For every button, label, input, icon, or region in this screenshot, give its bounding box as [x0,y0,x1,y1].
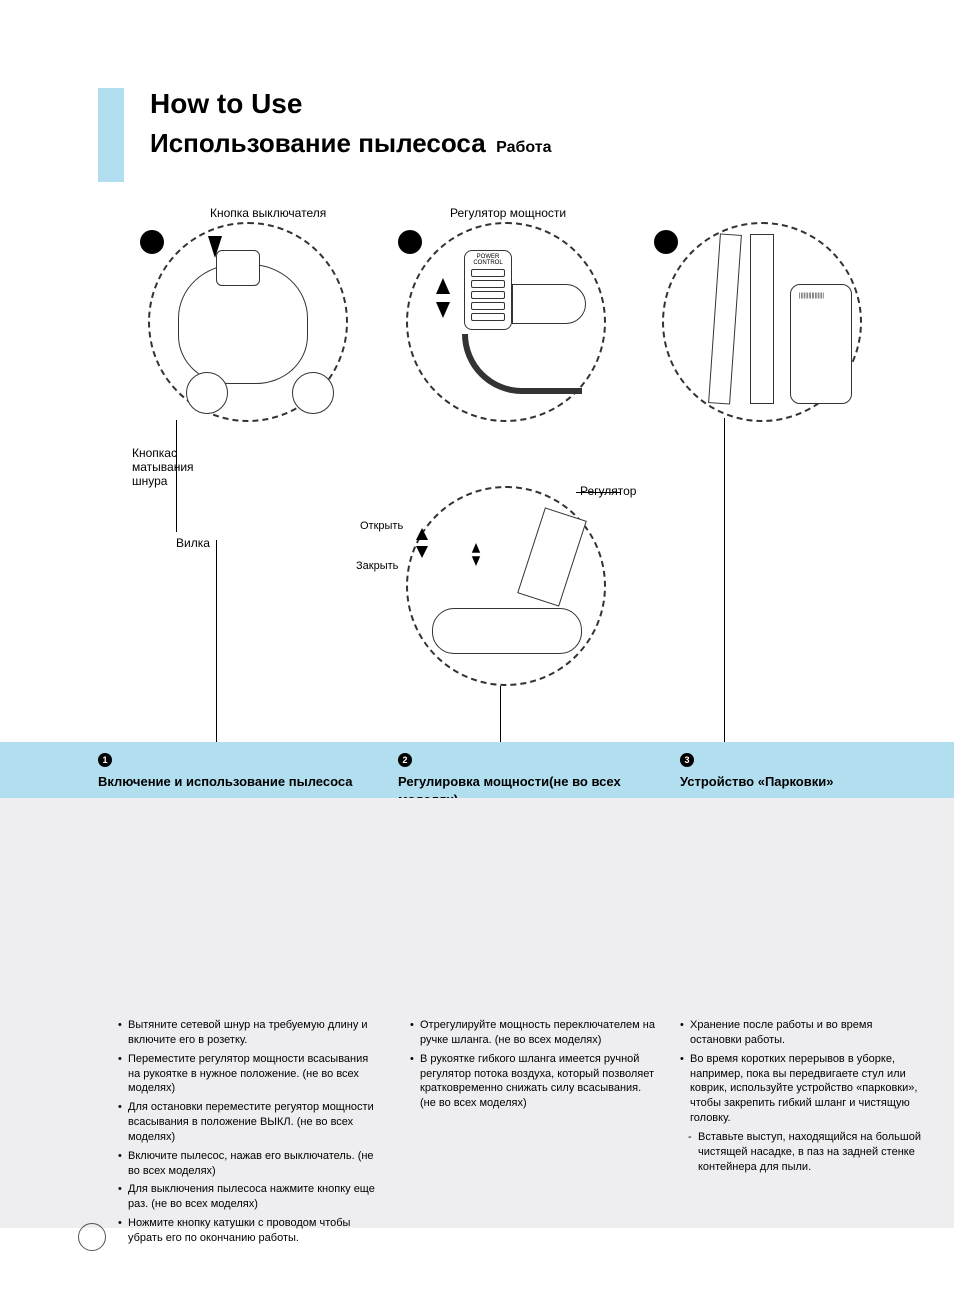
leader-line [176,420,177,532]
power-control-panel: POWER CONTROL [464,250,512,330]
label-power-control: Регулятор мощности [450,206,566,220]
vacuum-dustbin [216,250,260,286]
wand-tube [750,234,774,404]
marker-dot-2 [398,230,422,254]
nozzle-head [432,608,582,654]
title-sub: Работа [496,139,551,156]
list-item: В рукоятке гибкого шланга имеется ручной… [410,1052,660,1111]
bi-arrow-icon [472,543,480,566]
label-cord-rewind: Кнопкас матывания шнура [132,446,204,488]
power-bar [471,313,505,321]
label-plug: Вилка [176,536,210,550]
list-item: Отрегулируйте мощность переключателем на… [410,1018,660,1048]
handle-grip [512,284,586,324]
list-item: Хранение после работы и во время останов… [680,1018,926,1048]
list-item: Для выключения пылесоса нажмите кнопку е… [118,1182,380,1212]
list-item: Вытяните сетевой шнур на требуемую длину… [118,1018,380,1048]
body-col-2: Отрегулируйте мощность переключателем на… [410,1018,660,1115]
leader-line [500,686,501,742]
section-3: 3 Устройство «Парковки» [680,750,900,791]
open-close-arrow-icon [416,528,428,558]
vacuum-wheel [186,372,228,414]
body-col-3: Хранение после работы и во время останов… [680,1018,926,1178]
arrow-down-icon [208,236,222,258]
page-number-circle [78,1223,106,1251]
list-item: Ножмите кнопку катушки с проводом чтобы … [118,1216,380,1246]
list-item: Включите пылесос, нажав его выключатель.… [118,1149,380,1179]
marker-dot-3 [654,230,678,254]
body-col-1: Вытяните сетевой шнур на требуемую длину… [118,1018,380,1250]
marker-dot-1 [140,230,164,254]
leader-line [724,418,725,742]
diagram-vacuum-body [148,222,348,422]
section-1-title: Включение и использование пылесоса [98,774,352,789]
diagram-parking: |||||||||||||||| [662,222,862,422]
bi-arrow-icon [436,278,450,318]
step-badge-1: 1 [98,753,112,767]
power-bar [471,302,505,310]
list-item-dash: Вставьте выступ, находящийся на большой … [688,1130,926,1175]
nozzle-tube [517,507,587,606]
section-header-band: 1 Включение и использование пылесоса 2 Р… [0,742,954,798]
title-ru: Использование пылесоса [150,128,486,158]
panel-text: POWER CONTROL [465,254,511,266]
manual-page: How to Use Использование пылесоса Работа… [0,0,954,1295]
title-en: How to Use [150,88,551,120]
title-accent-bar [98,88,124,182]
power-bar [471,280,505,288]
vacuum-wheel [292,372,334,414]
leader-line [216,540,217,742]
diagram-handle-control: POWER CONTROL [406,222,606,422]
label-power-switch: Кнопка выключателя [210,206,326,220]
step-badge-3: 3 [680,753,694,767]
hatch-lines: |||||||||||||||| [799,293,843,299]
list-item: Для остановки переместите регуятор мощно… [118,1100,380,1145]
section-3-title: Устройство «Парковки» [680,774,833,789]
hose [462,334,582,394]
list-item: Во время коротких перерывов в уборке, на… [680,1052,926,1126]
label-open: Открыть [360,520,403,532]
diagram-nozzle-regulator: Открыть Закрыть [406,486,606,686]
step-badge-2: 2 [398,753,412,767]
leader-line [576,492,620,493]
wand-tube [708,233,742,404]
canister-rear: |||||||||||||||| [790,284,852,404]
power-bar [471,269,505,277]
label-regulator: Регулятор [580,484,636,498]
list-item: Переместите регулятор мощности всасывани… [118,1052,380,1097]
power-bar [471,291,505,299]
section-1: 1 Включение и использование пылесоса [98,750,388,791]
page-title-block: How to Use Использование пылесоса Работа [98,88,551,182]
label-close: Закрыть [356,560,398,572]
title-text: How to Use Использование пылесоса Работа [150,88,551,159]
